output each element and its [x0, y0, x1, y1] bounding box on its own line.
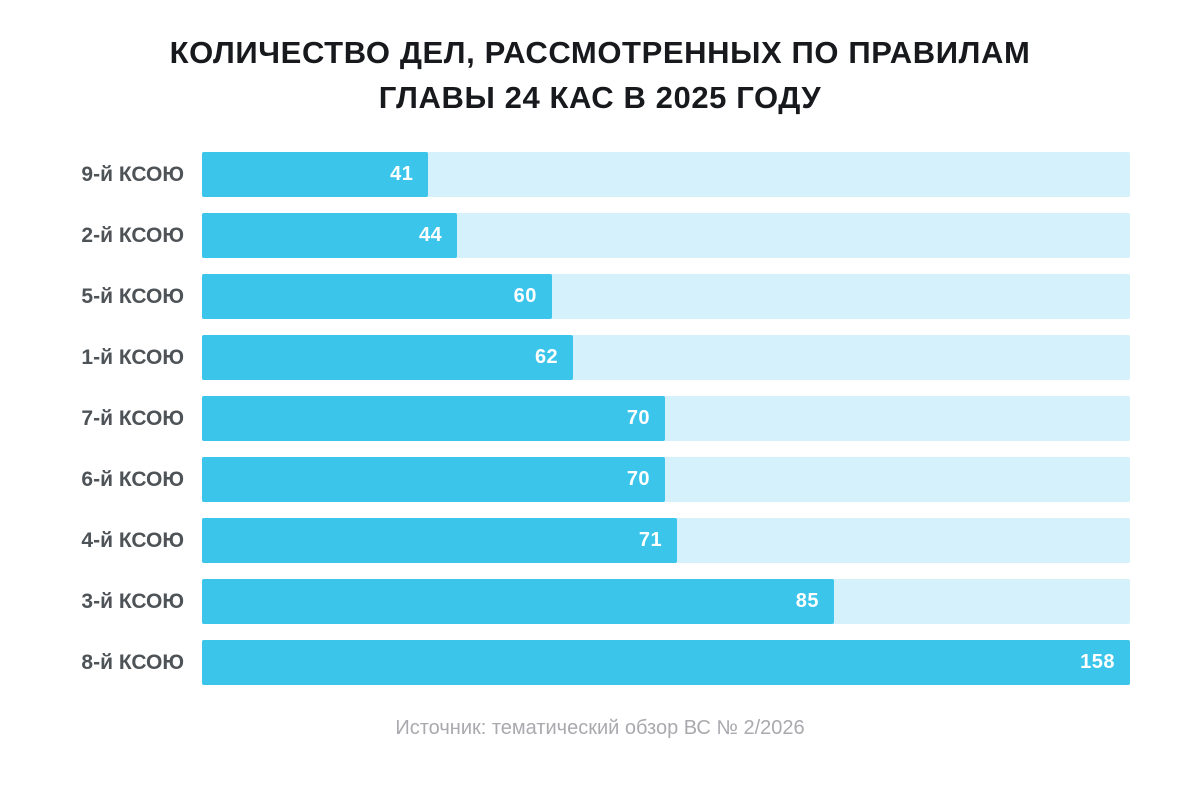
bar-fill: 41	[202, 152, 429, 197]
bar-track: 41	[202, 152, 1130, 197]
bar-value-label: 62	[534, 346, 559, 368]
title-line-2: ГЛАВЫ 24 КАС В 2025 ГОДУ	[378, 80, 822, 115]
category-label: 3-й КСОЮ	[81, 589, 184, 613]
bar-row: 1-й КСОЮ 62	[65, 335, 1130, 380]
bar-value-label: 70	[626, 407, 651, 429]
bar-track: 60	[202, 274, 1130, 319]
bar-row: 7-й КСОЮ 70	[65, 396, 1130, 441]
bar-fill: 71	[202, 518, 678, 563]
bar-track: 70	[202, 457, 1130, 502]
bar-row: 3-й КСОЮ 85	[65, 579, 1130, 624]
bar-track: 70	[202, 396, 1130, 441]
source-caption: Источник: тематический обзор ВС № 2/2026	[395, 717, 805, 739]
bar-row: 8-й КСОЮ 158	[65, 640, 1130, 685]
bar-value-label: 41	[390, 163, 414, 185]
bar-row: 2-й КСОЮ 44	[65, 213, 1130, 258]
bar-track: 62	[202, 335, 1130, 380]
bar-fill: 44	[202, 213, 458, 258]
category-label: 9-й КСОЮ	[81, 162, 184, 186]
bar-row: 6-й КСОЮ 70	[65, 457, 1130, 502]
bar-fill: 60	[202, 274, 552, 319]
bar-value-label: 71	[638, 529, 663, 551]
bar-track: 44	[202, 213, 1130, 258]
bar-track: 71	[202, 518, 1130, 563]
bar-fill: 158	[202, 640, 1130, 685]
bar-value-label: 44	[418, 224, 443, 246]
bar-value-label: 85	[795, 590, 819, 612]
page-title: КОЛИЧЕСТВО ДЕЛ, РАССМОТРЕННЫХ ПО ПРАВИЛА…	[0, 30, 1200, 120]
bar-chart: 9-й КСОЮ 41 2-й КСОЮ 44 5-й КСОЮ 60 1-й …	[0, 152, 1200, 685]
bar-fill: 70	[202, 396, 666, 441]
bar-track: 85	[202, 579, 1130, 624]
bar-value-label: 158	[1080, 651, 1115, 673]
bar-track: 158	[202, 640, 1130, 685]
category-label: 5-й КСОЮ	[81, 284, 184, 308]
bar-row: 9-й КСОЮ 41	[65, 152, 1130, 197]
category-label: 1-й КСОЮ	[81, 345, 184, 369]
bar-value-label: 70	[626, 468, 651, 490]
bar-row: 4-й КСОЮ 71	[65, 518, 1130, 563]
category-label: 2-й КСОЮ	[81, 223, 184, 247]
bar-fill: 62	[202, 335, 574, 380]
title-line-1: КОЛИЧЕСТВО ДЕЛ, РАССМОТРЕННЫХ ПО ПРАВИЛА…	[169, 35, 1031, 70]
category-label: 6-й КСОЮ	[81, 467, 184, 491]
bar-value-label: 60	[513, 285, 537, 307]
bar-row: 5-й КСОЮ 60	[65, 274, 1130, 319]
category-label: 4-й КСОЮ	[81, 528, 184, 552]
bar-fill: 85	[202, 579, 834, 624]
category-label: 8-й КСОЮ	[81, 650, 184, 674]
category-label: 7-й КСОЮ	[81, 406, 184, 430]
bar-fill: 70	[202, 457, 666, 502]
